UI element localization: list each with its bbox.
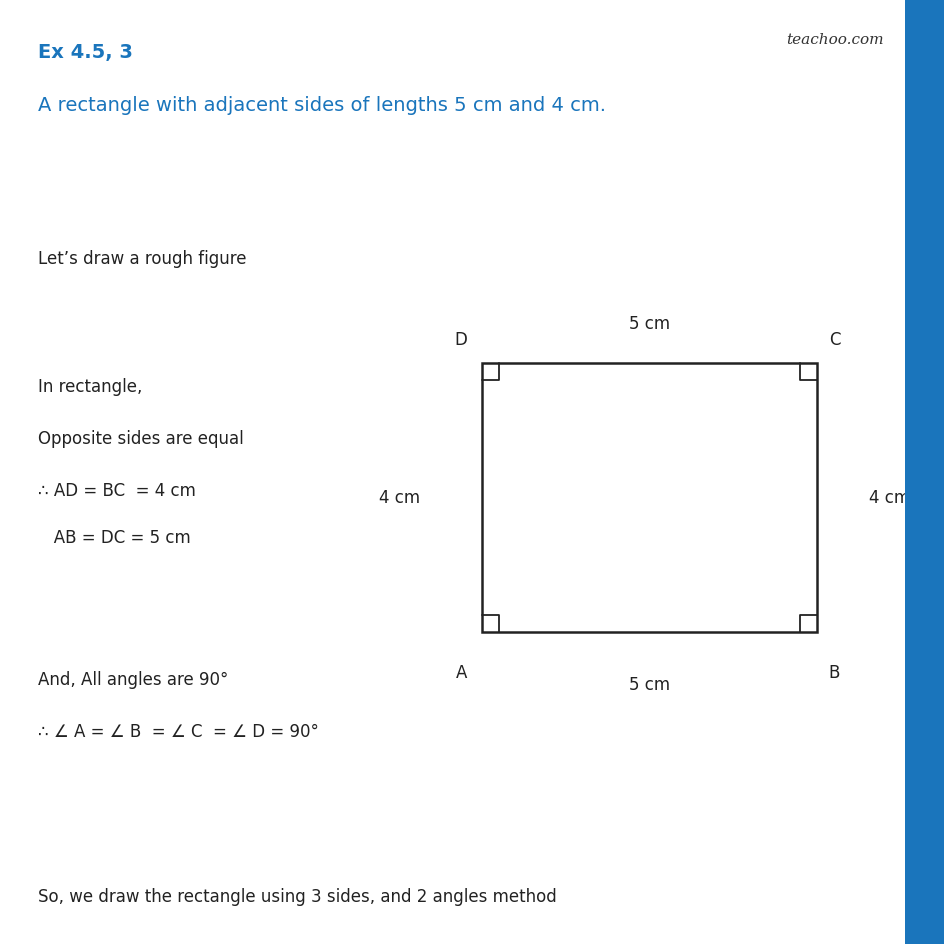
Text: So, we draw the rectangle using 3 sides, and 2 angles method: So, we draw the rectangle using 3 sides,… [38,887,556,905]
Text: Let’s draw a rough figure: Let’s draw a rough figure [38,250,246,268]
Text: And, All angles are 90°: And, All angles are 90° [38,670,228,688]
Text: A: A [455,663,466,682]
Text: AB = DC = 5 cm: AB = DC = 5 cm [38,529,191,547]
Text: 4 cm: 4 cm [868,489,910,507]
Text: 5 cm: 5 cm [629,675,669,694]
Text: Ex 4.5, 3: Ex 4.5, 3 [38,42,132,61]
Text: 4 cm: 4 cm [379,489,420,507]
Text: ∴ AD = BC  = 4 cm: ∴ AD = BC = 4 cm [38,481,195,499]
Text: C: C [828,330,839,349]
Text: D: D [454,330,467,349]
Text: ∴ ∠ A = ∠ B  = ∠ C  = ∠ D = 90°: ∴ ∠ A = ∠ B = ∠ C = ∠ D = 90° [38,722,318,740]
Text: teachoo.com: teachoo.com [785,33,883,47]
Bar [904,0,944,944]
Text: B: B [828,663,839,682]
Bar [481,363,817,632]
Text: In rectangle,: In rectangle, [38,378,142,396]
Text: 5 cm: 5 cm [629,314,669,333]
Text: A rectangle with adjacent sides of lengths 5 cm and 4 cm.: A rectangle with adjacent sides of lengt… [38,96,605,115]
Text: Opposite sides are equal: Opposite sides are equal [38,430,244,447]
